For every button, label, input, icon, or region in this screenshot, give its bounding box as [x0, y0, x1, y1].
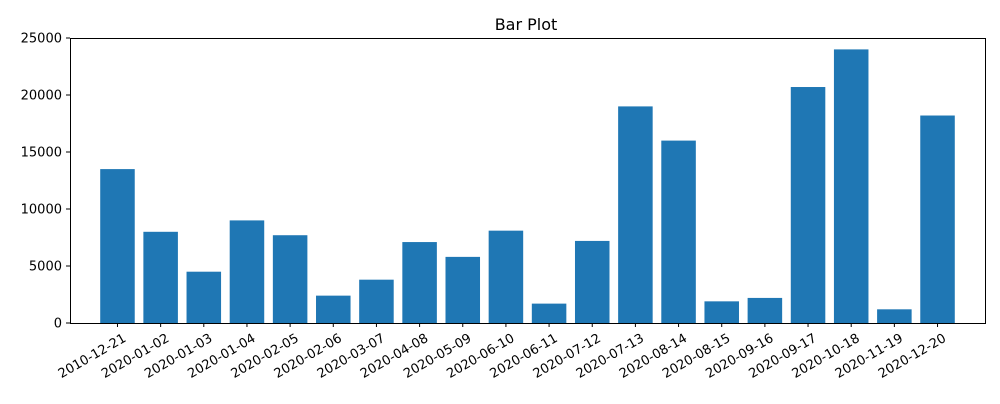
- y-axis: 0 5000 10000 15000 20000 25000: [21, 32, 70, 332]
- bar-2020-08-15: [704, 301, 739, 323]
- plot-frame: [70, 38, 986, 324]
- bar-2020-01-04: [229, 220, 265, 323]
- y-tick-label: 0: [54, 317, 62, 332]
- y-tick-label: 20000: [21, 89, 62, 104]
- bar-2020-11-19: [877, 309, 912, 323]
- bar-2020-07-13: [618, 106, 653, 324]
- bar-2020-09-17: [790, 87, 826, 324]
- bar-2020-07-12: [574, 240, 610, 323]
- bar-2020-09-16: [747, 297, 783, 323]
- y-tick-label: 25000: [21, 32, 62, 47]
- bar-2020-01-03: [186, 271, 222, 323]
- bar-2010-12-21: [100, 169, 135, 323]
- y-tick-label: 15000: [21, 146, 62, 161]
- bar-2020-02-06: [316, 295, 351, 323]
- bar-2020-06-10: [488, 230, 524, 323]
- x-axis: 2010-12-212020-01-022020-01-032020-01-04…: [56, 323, 949, 382]
- bar-2020-10-18: [833, 49, 869, 324]
- bar-2020-08-14: [661, 140, 696, 323]
- bar-2020-03-07: [359, 279, 394, 323]
- bar-2020-01-02: [143, 231, 178, 323]
- y-tick-label: 10000: [21, 203, 62, 218]
- bar-2020-04-08: [402, 242, 437, 323]
- y-tick-label: 5000: [29, 260, 62, 275]
- bar-2020-12-20: [920, 115, 955, 324]
- bars-layer: [100, 49, 955, 324]
- bar-2020-05-09: [445, 256, 481, 323]
- chart-title: Bar Plot: [495, 15, 558, 34]
- bar-2020-02-05: [272, 235, 308, 323]
- bar-2020-06-11: [531, 303, 567, 323]
